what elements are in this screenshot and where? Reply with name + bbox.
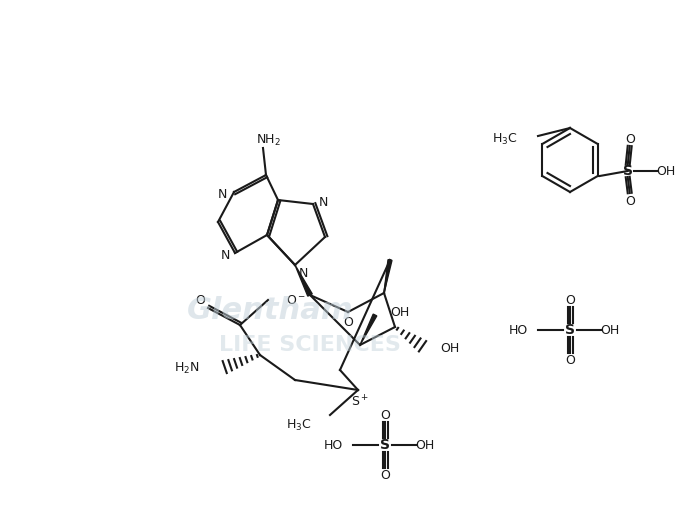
Text: O: O [625, 133, 635, 146]
Text: H$_3$C: H$_3$C [493, 132, 518, 147]
Text: S: S [380, 438, 390, 452]
Text: O$^-$: O$^-$ [286, 293, 306, 306]
Text: NH$_2$: NH$_2$ [255, 133, 280, 148]
Polygon shape [384, 259, 392, 293]
Text: O: O [380, 409, 390, 422]
Text: HO: HO [324, 438, 343, 451]
Text: Glentham: Glentham [187, 295, 354, 324]
Text: S: S [623, 164, 633, 178]
Text: LIFE SCIENCES: LIFE SCIENCES [219, 335, 401, 355]
Text: OH: OH [601, 323, 619, 336]
Text: H$_3$C: H$_3$C [287, 418, 312, 433]
Text: O: O [565, 354, 575, 367]
Text: O: O [195, 293, 205, 306]
Text: OH: OH [440, 342, 459, 355]
Text: OH: OH [656, 164, 675, 177]
Text: O: O [343, 316, 353, 329]
Text: HO: HO [509, 323, 528, 336]
Text: OH: OH [390, 306, 409, 318]
Text: O: O [565, 293, 575, 306]
Text: S$^+$: S$^+$ [351, 394, 369, 410]
Polygon shape [360, 314, 377, 345]
Text: N: N [221, 249, 230, 262]
Text: N: N [299, 267, 308, 280]
Text: OH: OH [416, 438, 434, 451]
Text: O: O [625, 194, 635, 207]
Text: S: S [565, 323, 575, 337]
Text: N: N [217, 188, 227, 201]
Text: H$_2$N: H$_2$N [175, 360, 200, 375]
Polygon shape [295, 265, 313, 296]
Text: O: O [380, 469, 390, 482]
Text: N: N [318, 196, 328, 209]
